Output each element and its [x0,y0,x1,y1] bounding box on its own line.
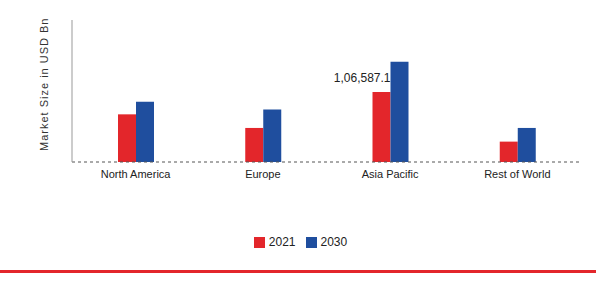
svg-text:Rest of World: Rest of World [484,168,550,180]
html-text:2030: 2030 [320,235,348,249]
svg-text:Market Size in USD Bn: Market Size in USD Bn [38,18,50,151]
svg-text:1,06,587.1: 1,06,587.1 [334,71,391,85]
svg-text:Asia Pacific: Asia Pacific [362,168,419,180]
svg-text:North America: North America [101,168,172,180]
html-text:2021: 2021 [268,235,296,249]
svg-text:Europe: Europe [245,168,280,180]
